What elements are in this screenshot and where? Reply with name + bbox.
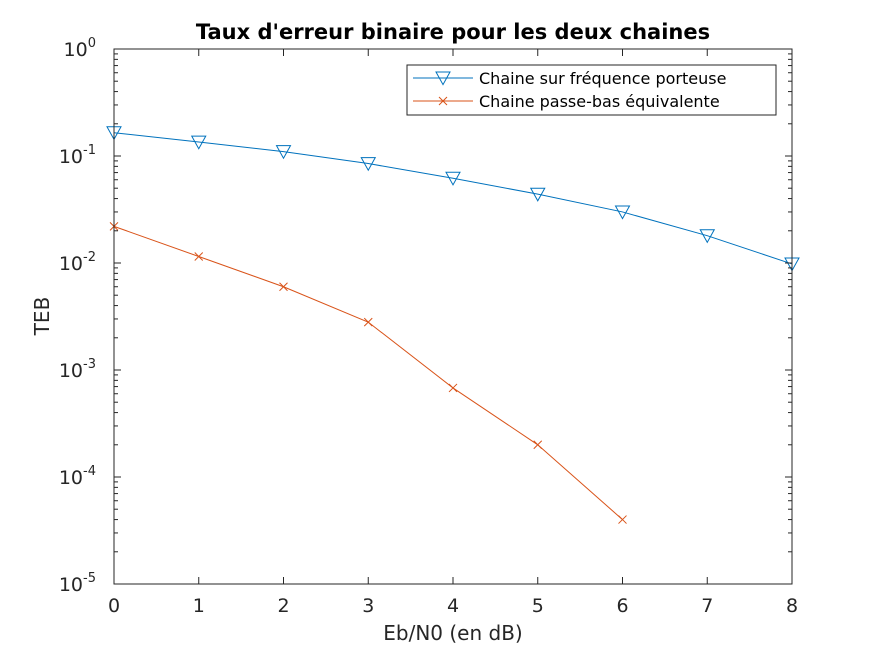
y-tick-label: 10-1	[59, 143, 96, 168]
series-1-point	[190, 135, 207, 150]
legend-label: Chaine sur fréquence porteuse	[479, 69, 726, 88]
x-tick-label: 7	[701, 595, 713, 617]
series-2-point	[533, 440, 543, 450]
legend-marker	[438, 96, 448, 106]
x-tick-label: 4	[447, 595, 459, 617]
legend-item-1: Chaine sur fréquence porteuse	[413, 69, 726, 88]
chart-title: Taux d'erreur binaire pour les deux chai…	[196, 20, 710, 44]
series-1-point	[360, 157, 377, 172]
legend-item-2: Chaine passe-bas équivalente	[413, 92, 720, 111]
series-2-point	[279, 282, 288, 292]
y-tick-exponent: -4	[83, 464, 96, 479]
series-1	[106, 126, 800, 272]
y-tick-label: 10-4	[59, 464, 96, 489]
series-2-point	[618, 515, 627, 524]
series-1-point	[529, 187, 546, 202]
plot-area	[114, 49, 792, 584]
y-tick-exponent: -3	[83, 357, 96, 372]
y-tick-label: 100	[64, 36, 96, 61]
legend-label: Chaine passe-bas équivalente	[479, 92, 720, 111]
x-axis-label: Eb/N0 (en dB)	[383, 621, 522, 645]
series-1-line	[113, 132, 793, 265]
series-1-point	[445, 171, 461, 186]
y-tick-base: 10	[59, 574, 83, 596]
y-tick-base: 10	[64, 39, 88, 61]
y-tick-label: 10-5	[59, 571, 96, 596]
y-tick-exponent: -2	[83, 250, 96, 265]
y-tick-exponent: -5	[83, 571, 96, 586]
series-2-point	[363, 317, 373, 327]
series-2-point	[448, 383, 458, 393]
legend: Chaine sur fréquence porteuse Chaine pass…	[406, 64, 777, 116]
y-tick-base: 10	[59, 467, 83, 489]
y-tick-label: 10-3	[59, 357, 96, 382]
y-tick-base: 10	[59, 360, 83, 382]
x-tick-label: 1	[193, 595, 205, 617]
legend-marker	[435, 71, 451, 86]
legend-box	[406, 64, 777, 116]
y-tick-exponent: 0	[88, 36, 96, 51]
series-1-point	[614, 205, 631, 220]
series-1-point	[275, 145, 292, 160]
x-tick-label: 6	[616, 595, 628, 617]
series-1-point	[699, 229, 716, 244]
x-tick-label: 0	[108, 595, 120, 617]
y-tick-base: 10	[59, 253, 83, 275]
y-axis-label: TEB	[30, 297, 54, 337]
series-2-point	[194, 252, 204, 261]
x-tick-label: 5	[532, 595, 544, 617]
y-tick-base: 10	[59, 146, 83, 168]
x-tick-label: 3	[362, 595, 374, 617]
x-tick-label: 2	[277, 595, 289, 617]
x-tick-label: 8	[786, 595, 798, 617]
y-tick-exponent: -1	[83, 143, 96, 158]
y-tick-label: 10-2	[59, 250, 96, 275]
